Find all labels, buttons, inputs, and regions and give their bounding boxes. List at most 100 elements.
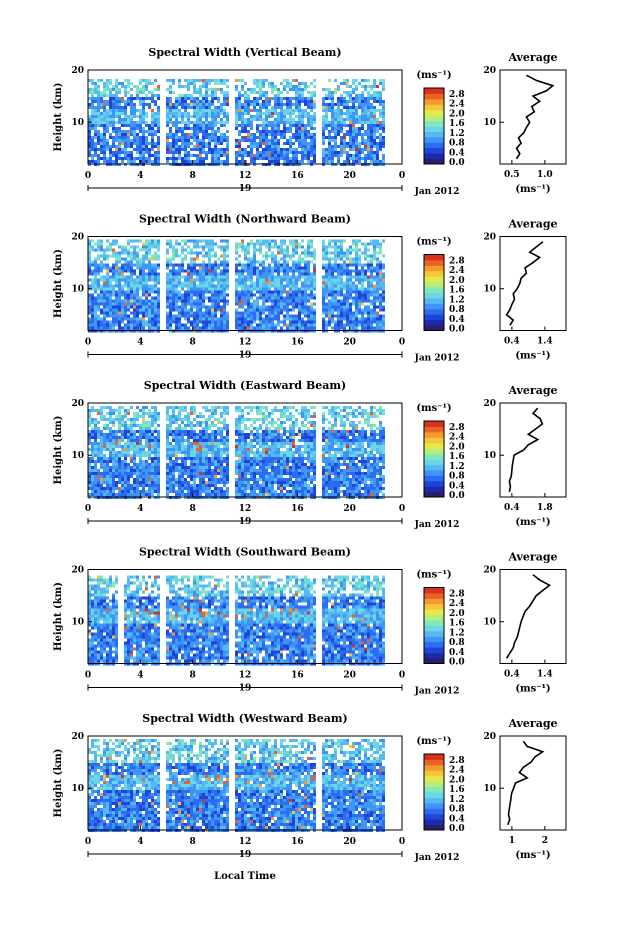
- heatmap-cell: [280, 275, 283, 279]
- heatmap-cell: [346, 257, 349, 261]
- heatmap-cell: [106, 281, 109, 285]
- heatmap-cell: [172, 421, 175, 424]
- heatmap-cell: [115, 109, 118, 112]
- colorbar-swatch: [424, 303, 444, 310]
- heatmap-cell: [211, 133, 214, 136]
- heatmap-cell: [193, 412, 196, 415]
- heatmap-cell: [205, 145, 208, 148]
- heatmap-cell: [376, 142, 379, 145]
- heatmap-cell: [193, 136, 196, 139]
- heatmap-cell: [331, 245, 334, 249]
- heatmap-cell: [97, 305, 100, 309]
- heatmap-cell: [205, 103, 208, 106]
- heatmap-cell: [262, 323, 265, 327]
- heatmap-cell: [379, 317, 382, 321]
- heatmap-cell: [235, 293, 238, 297]
- heatmap-cell: [292, 136, 295, 139]
- heatmap-cell: [331, 160, 334, 163]
- heatmap-cell: [265, 314, 268, 318]
- heatmap-cell: [202, 269, 205, 273]
- heatmap-cell: [244, 94, 247, 97]
- heatmap-cell: [355, 139, 358, 142]
- heatmap-cell: [310, 320, 313, 324]
- heatmap-cell: [91, 148, 94, 151]
- heatmap-cell: [100, 284, 103, 288]
- heatmap-cell: [145, 112, 148, 115]
- heatmap-cell: [178, 103, 181, 106]
- heatmap-cell: [172, 245, 175, 249]
- heatmap-cell: [304, 281, 307, 285]
- heatmap-cell: [109, 311, 112, 315]
- heatmap-cell: [373, 275, 376, 279]
- heatmap-cell: [310, 406, 313, 409]
- heatmap-cell: [190, 269, 193, 273]
- heatmap-cell: [103, 251, 106, 255]
- heatmap-cell: [169, 278, 172, 282]
- heatmap-cell: [370, 323, 373, 327]
- heatmap-cell: [226, 160, 229, 163]
- heatmap-cell: [274, 127, 277, 130]
- heatmap-cell: [358, 148, 361, 151]
- heatmap-cell: [253, 287, 256, 291]
- heatmap-cell: [124, 154, 127, 157]
- heatmap-cell: [124, 79, 127, 82]
- heatmap-cell: [172, 415, 175, 418]
- heatmap-cell: [292, 148, 295, 151]
- heatmap-cell: [136, 239, 139, 243]
- heatmap-cell: [88, 254, 91, 258]
- heatmap-cell: [103, 133, 106, 136]
- heatmap-cell: [325, 257, 328, 261]
- heatmap-cell: [337, 287, 340, 291]
- heatmap-cell: [271, 121, 274, 124]
- heatmap-cell: [334, 115, 337, 118]
- heatmap-cell: [151, 314, 154, 318]
- heatmap-cell: [151, 302, 154, 306]
- heatmap-cell: [127, 409, 130, 412]
- heatmap-cell: [334, 151, 337, 154]
- heatmap-cell: [172, 151, 175, 154]
- heatmap-cell: [121, 251, 124, 255]
- heatmap-cell: [262, 154, 265, 157]
- heatmap-cell: [202, 127, 205, 130]
- heatmap-cell: [184, 100, 187, 103]
- heatmap-cell: [94, 418, 97, 421]
- heatmap-cell: [295, 409, 298, 412]
- heatmap-cell: [154, 154, 157, 157]
- heatmap-cell: [235, 154, 238, 157]
- heatmap-cell: [211, 287, 214, 291]
- heatmap-cell: [139, 284, 142, 288]
- heatmap-cell: [148, 127, 151, 130]
- heatmap-cell: [364, 409, 367, 412]
- profile-title: Average: [507, 51, 557, 64]
- heatmap-cell: [355, 320, 358, 324]
- heatmap-cell: [343, 160, 346, 163]
- heatmap-cell: [340, 299, 343, 303]
- heatmap-cell: [376, 91, 379, 94]
- heatmap-cell: [358, 97, 361, 100]
- heatmap-cell: [211, 323, 214, 327]
- heatmap-cell: [298, 160, 301, 163]
- heatmap-cell: [109, 254, 112, 258]
- heatmap-cell: [295, 245, 298, 249]
- heatmap-cell: [202, 326, 205, 330]
- heatmap-cell: [256, 142, 259, 145]
- heatmap-cell: [271, 85, 274, 88]
- heatmap-cell: [211, 97, 214, 100]
- heatmap-cell: [334, 154, 337, 157]
- heatmap-cell: [349, 148, 352, 151]
- heatmap-cell: [346, 275, 349, 279]
- heatmap-cell: [178, 136, 181, 139]
- heatmap-cell: [205, 85, 208, 88]
- heatmap-cell: [307, 118, 310, 121]
- heatmap-cell: [325, 272, 328, 276]
- heatmap-cell: [289, 97, 292, 100]
- heatmap-cell: [184, 317, 187, 321]
- heatmap-cell: [325, 154, 328, 157]
- heatmap-cell: [187, 320, 190, 324]
- heatmap-cell: [370, 409, 373, 412]
- heatmap-cell: [292, 323, 295, 327]
- heatmap-cell: [265, 106, 268, 109]
- heatmap-cell: [211, 151, 214, 154]
- heatmap-cell: [352, 79, 355, 82]
- heatmap-cell: [247, 106, 250, 109]
